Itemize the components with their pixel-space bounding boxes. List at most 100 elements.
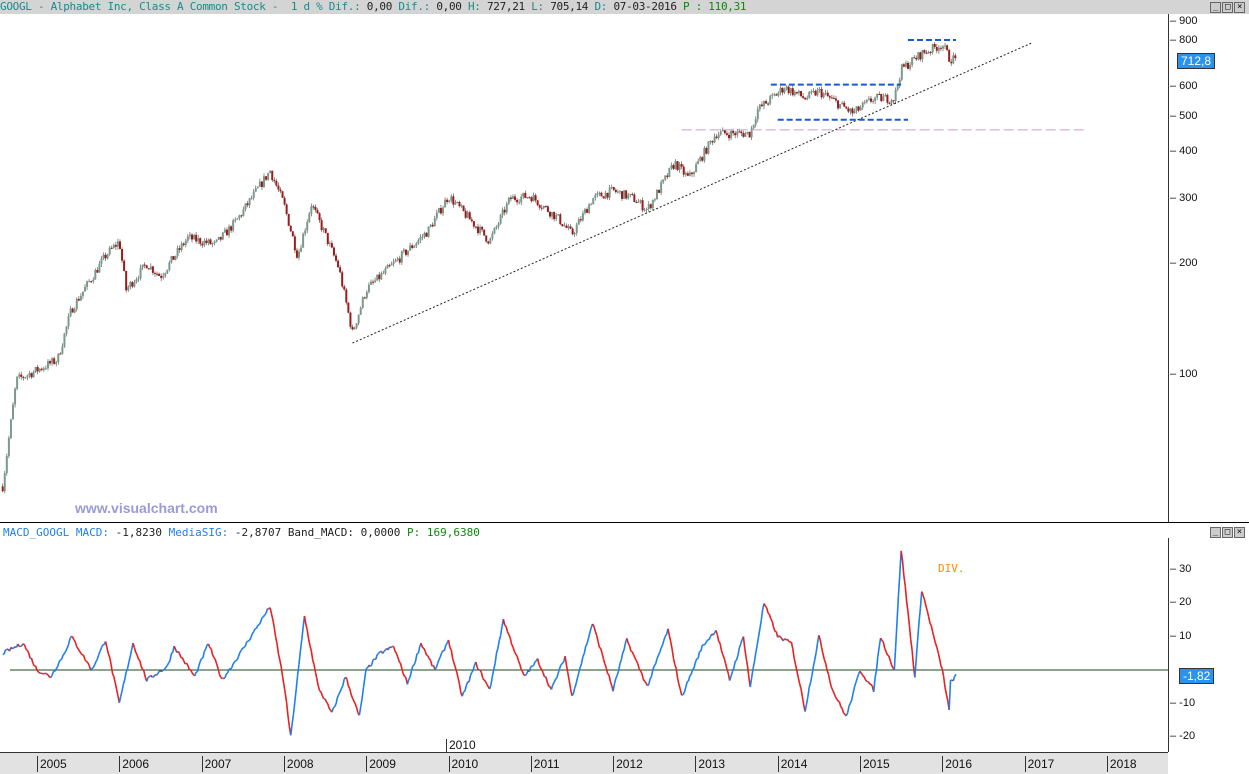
candle bbox=[711, 141, 714, 143]
candle bbox=[190, 234, 193, 240]
candle bbox=[322, 228, 325, 231]
macd-segment bbox=[888, 655, 891, 661]
candle bbox=[207, 239, 210, 244]
macd-segment bbox=[111, 672, 115, 677]
macd-segment bbox=[434, 667, 437, 670]
candle bbox=[38, 368, 41, 372]
macd-segment bbox=[763, 603, 767, 607]
macd-segment bbox=[141, 668, 145, 672]
macd-segment bbox=[255, 624, 259, 629]
macd-segment bbox=[827, 673, 831, 681]
macd-segment bbox=[13, 646, 16, 649]
candle bbox=[577, 219, 580, 225]
macd-segment bbox=[353, 700, 356, 705]
candle bbox=[90, 281, 93, 283]
candle bbox=[861, 102, 864, 108]
macd-segment bbox=[700, 645, 704, 652]
candle bbox=[433, 218, 436, 227]
candle bbox=[267, 173, 270, 180]
macd-segment bbox=[760, 609, 764, 621]
macd-segment bbox=[71, 636, 75, 641]
macd-segment bbox=[829, 680, 832, 687]
macd-segment bbox=[819, 639, 823, 648]
macd-segment bbox=[797, 677, 801, 684]
candle bbox=[88, 281, 91, 283]
macd-segment bbox=[143, 671, 147, 678]
candle bbox=[514, 196, 517, 200]
macd-segment bbox=[657, 652, 661, 656]
candle bbox=[600, 192, 603, 197]
macd-segment bbox=[25, 648, 28, 652]
candle bbox=[178, 248, 181, 250]
macd-segment bbox=[786, 638, 790, 642]
candle bbox=[22, 376, 25, 378]
macd-segment bbox=[616, 670, 620, 676]
macd-segment bbox=[350, 694, 354, 699]
p-value: 110,31 bbox=[708, 0, 747, 13]
candle bbox=[483, 229, 486, 236]
candle bbox=[660, 182, 663, 193]
macd-segment bbox=[813, 652, 817, 661]
macd-close-button[interactable]: × bbox=[1234, 527, 1245, 538]
candle bbox=[590, 204, 593, 206]
candle bbox=[252, 191, 255, 199]
candle bbox=[808, 91, 811, 98]
macd-segment bbox=[32, 662, 35, 667]
macd-segment bbox=[305, 623, 308, 631]
macd-segment bbox=[401, 668, 405, 675]
close-button[interactable]: × bbox=[1234, 2, 1245, 13]
candle bbox=[892, 100, 895, 102]
macd-minimize-button[interactable]: _ bbox=[1210, 527, 1221, 538]
candle bbox=[524, 192, 527, 198]
macd-segment bbox=[287, 715, 291, 727]
macd-segment bbox=[683, 687, 687, 693]
macd-segment bbox=[490, 676, 494, 685]
time-axis[interactable] bbox=[0, 752, 1168, 774]
macd-segment bbox=[178, 653, 182, 658]
macd-segment bbox=[198, 661, 201, 667]
candle bbox=[614, 189, 617, 193]
minimize-button[interactable]: _ bbox=[1210, 2, 1221, 13]
candle bbox=[314, 206, 317, 211]
macd-value: -1,8230 bbox=[115, 526, 162, 539]
macd-header: MACD_GOOGL MACD: -1,8230 MediaSIG: -2,87… bbox=[3, 526, 480, 539]
macd-segment bbox=[638, 668, 642, 672]
macd-segment bbox=[472, 664, 476, 671]
candle bbox=[536, 200, 539, 206]
macd-segment bbox=[465, 681, 469, 686]
candle bbox=[390, 263, 393, 266]
macd-segment bbox=[679, 689, 683, 696]
candle bbox=[28, 373, 31, 376]
macd-segment bbox=[239, 649, 243, 653]
macd-segment bbox=[705, 639, 709, 643]
macd-segment bbox=[931, 631, 935, 638]
panel-separator[interactable] bbox=[0, 522, 1249, 523]
candle bbox=[293, 236, 296, 251]
year-label: 2005 bbox=[37, 756, 67, 772]
candle bbox=[265, 176, 268, 180]
macd-segment bbox=[196, 665, 200, 672]
price-tick: – 300 bbox=[1170, 191, 1198, 204]
candle bbox=[806, 97, 809, 100]
macd-segment bbox=[410, 665, 414, 672]
macd-segment bbox=[95, 658, 99, 663]
candle bbox=[658, 189, 661, 193]
candle bbox=[767, 103, 770, 105]
macd-segment bbox=[269, 607, 273, 615]
candle bbox=[359, 307, 362, 315]
macd-segment bbox=[545, 676, 549, 683]
macd-maximize-button[interactable]: □ bbox=[1222, 527, 1233, 538]
maximize-button[interactable]: □ bbox=[1222, 2, 1233, 13]
candle bbox=[102, 254, 105, 259]
candle bbox=[937, 47, 940, 51]
candle bbox=[553, 211, 556, 220]
macd-segment bbox=[147, 675, 150, 679]
macd-segment bbox=[383, 649, 386, 652]
macd-segment bbox=[531, 664, 534, 667]
macd-segment bbox=[65, 647, 68, 652]
macd-segment bbox=[69, 635, 72, 640]
macd-segment bbox=[591, 623, 595, 627]
candle bbox=[911, 57, 914, 65]
candle bbox=[312, 206, 315, 208]
